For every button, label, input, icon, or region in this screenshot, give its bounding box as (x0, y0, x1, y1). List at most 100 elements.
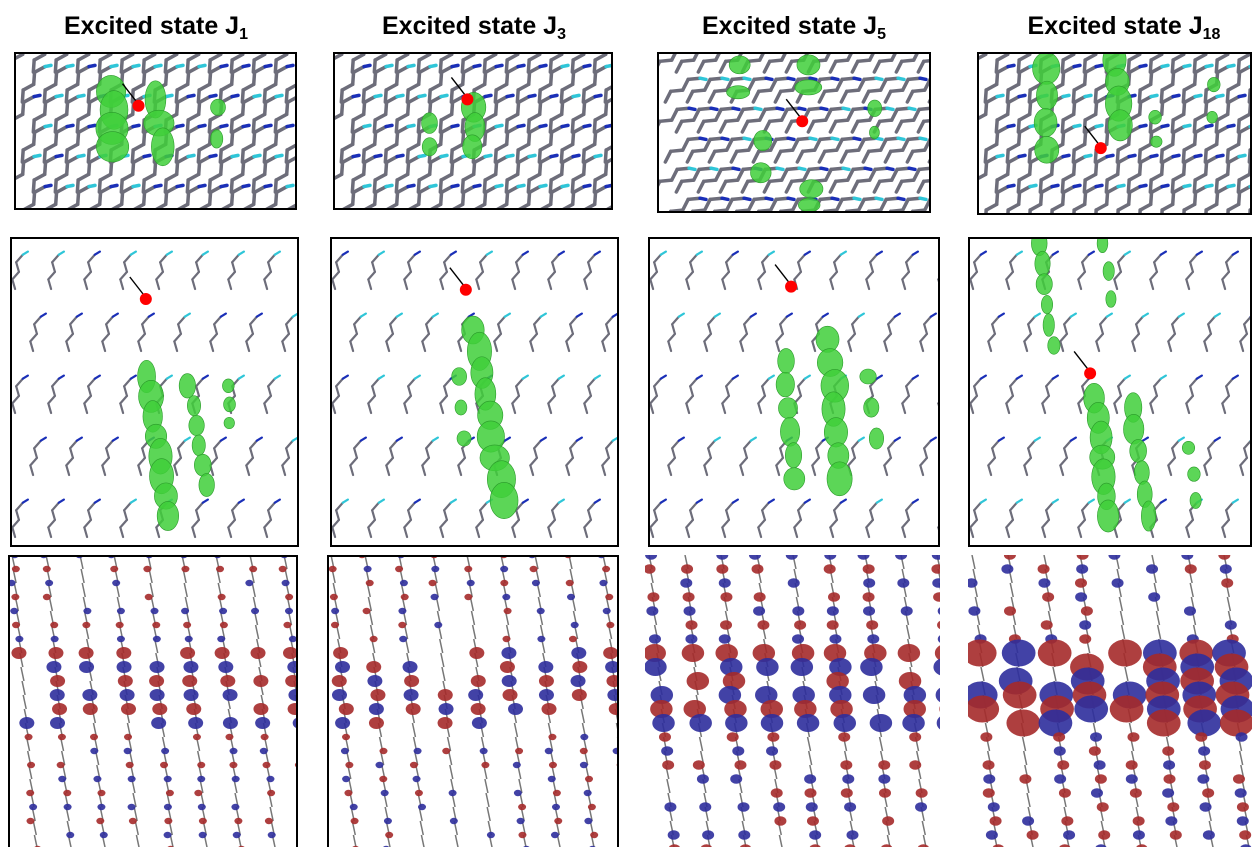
orbital-lobe (384, 818, 392, 824)
bond (1085, 192, 1086, 204)
bond (690, 386, 693, 396)
bond (374, 60, 375, 72)
bond (720, 61, 725, 72)
bond (1152, 67, 1163, 73)
bond (286, 317, 293, 325)
bond (353, 72, 354, 84)
density-lobe (1141, 501, 1156, 531)
bond (697, 252, 702, 255)
bond (660, 120, 672, 121)
bond (922, 821, 925, 835)
bond (1162, 185, 1168, 186)
bond (1017, 252, 1022, 255)
bond (1024, 751, 1027, 765)
bond (106, 448, 109, 458)
orbital-lobe (792, 634, 804, 644)
bond (758, 396, 765, 404)
bond (798, 510, 801, 520)
bond (808, 121, 813, 132)
bond (1161, 252, 1166, 255)
orbital-lobe (1148, 592, 1160, 602)
bond (88, 150, 89, 162)
bond (605, 150, 606, 162)
bond (997, 155, 1003, 156)
bond (688, 138, 700, 139)
bond (221, 438, 226, 441)
bond (743, 108, 755, 109)
bond (343, 97, 354, 103)
bond (1195, 95, 1201, 96)
bond (1129, 155, 1135, 156)
orbital-lobe (932, 555, 940, 560)
molecule-render (968, 555, 1252, 847)
orbital-lobe (231, 804, 239, 810)
bond (250, 441, 257, 449)
bond (52, 262, 55, 272)
bond (1186, 520, 1193, 528)
bond (365, 157, 376, 163)
orbital-lobe (1197, 774, 1209, 784)
orbital-lobe (331, 622, 339, 628)
bond (821, 108, 827, 109)
title-text: Excited state J (702, 12, 877, 40)
orbital-lobe (83, 608, 91, 614)
bond (998, 187, 1009, 193)
bond (1215, 314, 1220, 317)
orbital-lobe (469, 647, 484, 659)
bond (931, 314, 936, 317)
bond (442, 127, 453, 133)
bond (1060, 334, 1067, 342)
bond (78, 174, 89, 180)
orbital-lobe (980, 732, 992, 742)
orbital-lobe (1091, 788, 1103, 798)
density-lobe (778, 348, 795, 373)
title-text: Excited state J (64, 12, 239, 40)
orbital-lobe (198, 804, 206, 810)
bond (841, 91, 846, 102)
bond (1184, 185, 1190, 186)
bond (1240, 341, 1243, 351)
bond (199, 144, 210, 150)
bond (605, 90, 606, 102)
bond (902, 527, 905, 537)
bond (880, 737, 883, 751)
orbital-lobe (983, 774, 995, 784)
orbital-lobe (752, 564, 764, 574)
bond (120, 403, 123, 413)
bond (354, 127, 365, 133)
bond (214, 324, 217, 334)
orbital-lobe (118, 675, 133, 687)
bond (1206, 185, 1212, 186)
bond (372, 379, 379, 387)
orbital-lobe (1221, 578, 1233, 588)
bond (1096, 341, 1099, 351)
bond (1239, 192, 1240, 204)
bond (1218, 187, 1229, 193)
bond (155, 65, 161, 66)
orbital-lobe (844, 802, 856, 812)
bond (149, 314, 154, 317)
bond (672, 169, 677, 180)
orbital-lobe (164, 804, 172, 810)
bond (550, 180, 551, 192)
bond (507, 192, 508, 204)
bond (992, 448, 995, 458)
bond (166, 192, 167, 204)
bond (676, 61, 681, 72)
bond (758, 527, 761, 537)
orbital-lobe (413, 776, 421, 782)
bond (986, 84, 997, 90)
orbital-lobe (431, 594, 439, 600)
bond (834, 255, 841, 263)
bond (353, 54, 364, 60)
bond (485, 779, 488, 793)
orbital-lobe (282, 580, 290, 586)
bond (188, 72, 189, 84)
bond (1064, 441, 1071, 449)
density-lobe (751, 163, 772, 183)
orbital-lobe (720, 620, 732, 630)
bond (548, 527, 551, 537)
bond (1042, 527, 1045, 537)
orbital-lobe (662, 760, 674, 770)
bond (422, 334, 429, 342)
